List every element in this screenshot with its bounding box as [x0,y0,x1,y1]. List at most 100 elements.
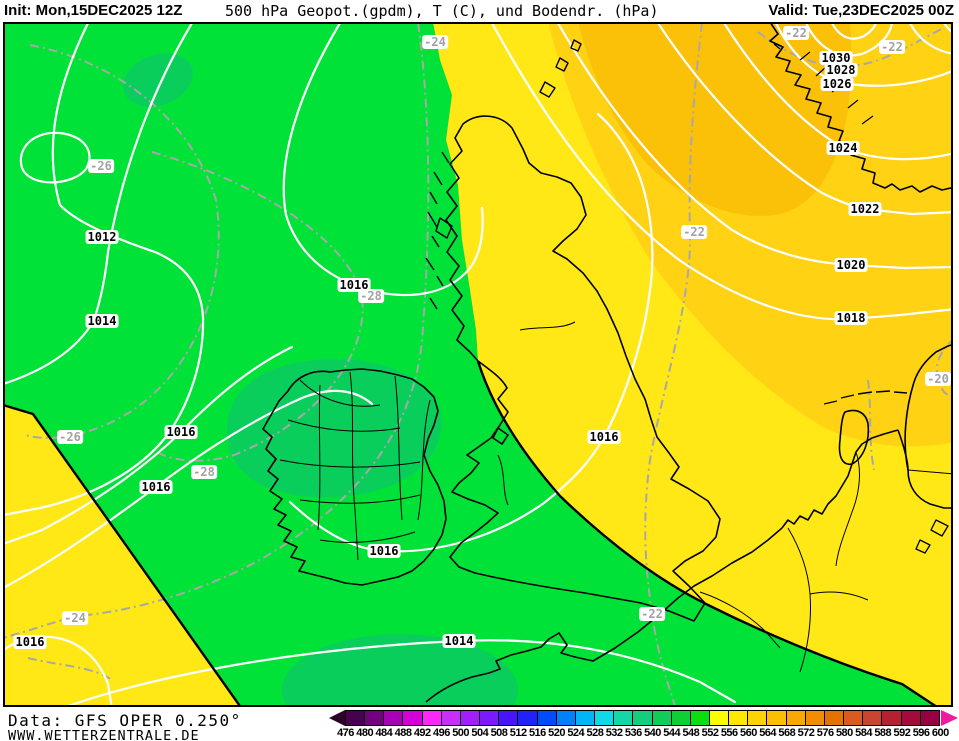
colorbar-tick: 508 [490,727,508,739]
colorbar-cell [633,711,653,725]
colorbar-cell [480,711,500,725]
pressure-label: 1016 [367,544,401,558]
pressure-label: 1030 [819,51,853,65]
temperature-label: -26 [57,430,83,444]
colorbar-tick: 588 [874,727,892,739]
isobar-ne-1 [908,22,953,55]
colorbar-left-arrow [329,710,345,726]
colorbar-cell [441,711,461,725]
colorbar-right-arrow [941,710,958,726]
coastlines [262,22,953,703]
colorbar-tick: 556 [720,727,738,739]
isobar-1014 [3,22,194,386]
temperature-label: -22 [639,607,665,621]
colorbar-tick: 576 [816,727,834,739]
coast-ijsselmeer [838,409,870,465]
isotherm-minus26 [24,44,220,439]
temperature-label: -22 [879,40,905,54]
isotherm-minus20 [935,338,953,400]
colorbar-cell [403,711,423,725]
isotherm-fragment-denmark [867,379,875,471]
colorbar-cell [499,711,519,725]
isobar-ne-2 [942,22,953,35]
colorbar-cell [844,711,864,725]
temperature-label: -24 [422,35,448,49]
colorbar-tick: 592 [893,727,911,739]
chart-title: 500 hPa Geopot.(gpdm), T (C), und Bodend… [225,2,659,20]
isotherm-minus22-north [757,27,945,68]
colorbar-cell [346,711,366,725]
coast-low-countries [781,429,899,529]
pressure-label: 1016 [13,635,47,649]
colorbar-tick-labels: 476 480 484 488 492 496 500 504 508 512 516 520 524 5… [336,727,950,739]
coast-great-britain [445,115,721,622]
coast-norway [769,22,953,193]
valid-timestamp: Valid: Tue,23DEC2025 00Z [768,2,954,19]
pressure-label: 1016 [587,430,621,444]
data-source-text: Data: GFS OPER 0.250° [8,711,242,730]
pressure-label: 1028 [824,63,858,77]
temperature-label: -20 [925,372,951,386]
coast-danish-islands [915,519,949,554]
pressure-label: 1016 [139,480,173,494]
header-bar: Init: Mon,15DEC2025 12Z 500 hPa Geopot.(… [0,0,959,22]
colorbar-cell [671,711,691,725]
fill-green-544-548 [123,53,518,707]
colorbar-tick: 580 [835,727,853,739]
colorbar-cell [901,711,921,725]
temperature-label: -28 [191,465,217,479]
pressure-label: 1016 [337,278,371,292]
pressure-label: 1024 [826,141,860,155]
pressure-label: 1014 [85,314,119,328]
colorbar-tick: 528 [586,727,604,739]
colorbar-cell [652,711,672,725]
pressure-label: 1016 [164,425,198,439]
isobar-1016-c [3,389,374,590]
uk-borders [497,321,576,506]
colorbar-tick: 480 [356,727,374,739]
pressure-label: 1014 [442,634,476,648]
colorbar-cell [863,711,883,725]
colorbar-cell [824,711,845,725]
colorbar-cell [556,711,576,725]
colorbar-cell [920,711,939,725]
temperature-label: -28 [358,289,384,303]
colorbar-cell [384,711,404,725]
colorbar-tick: 552 [701,727,719,739]
temperature-label: -22 [681,225,707,239]
isobar-1028 [804,22,894,57]
continent-borders [699,451,953,673]
temperature-label: -26 [88,159,114,173]
isobar-1014-south [62,639,737,707]
isotherm-minus22 [644,22,703,707]
colorbar-cell [365,711,385,725]
pressure-label: 1020 [834,258,868,272]
colorbar-cell [460,711,481,725]
isobar-1012 [3,22,205,517]
coast-denmark [904,343,953,471]
colorbar-cell [767,711,787,725]
colorbar-tick: 484 [375,727,393,739]
pressure-label: 1026 [820,77,854,91]
colorbar-cell [709,711,730,725]
colorbar-tick: 504 [471,727,489,739]
colorbar-tick: 540 [644,727,661,739]
colorbar-cell [537,711,557,725]
coast-hebrides [425,151,453,310]
colorbar-tick: 512 [509,727,527,739]
colorbar [345,710,940,726]
init-timestamp: Init: Mon,15DEC2025 12Z [4,2,183,19]
website-text: WWW.WETTERZENTRALE.DE [8,728,200,741]
colorbar-tick: 516 [528,727,546,739]
colorbar-cell [518,711,538,725]
coast-ireland [262,368,447,586]
isobar-1020 [556,22,953,270]
colorbar-tick: 476 [337,727,354,739]
colorbar-tick: 536 [624,727,642,739]
fill-orange-560-564 [578,22,852,216]
colorbar-tick: 600 [931,727,949,739]
fill-yellow-sw-wedge [3,405,241,707]
